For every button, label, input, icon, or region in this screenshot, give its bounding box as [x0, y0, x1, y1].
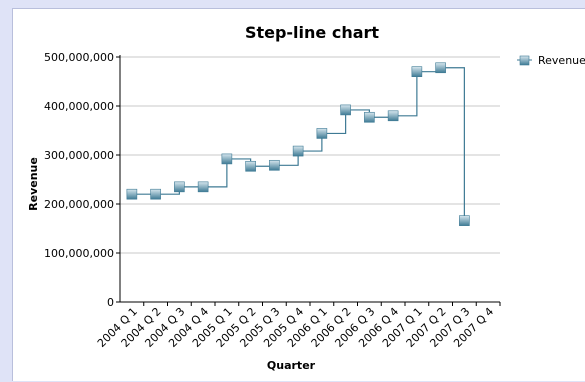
legend-label-revenue: Revenue	[538, 54, 585, 67]
data-point	[459, 215, 470, 226]
y-axis-title: Revenue	[27, 157, 40, 211]
legend-marker	[519, 55, 530, 66]
legend: Revenue	[517, 54, 585, 67]
data-point	[197, 181, 209, 193]
series-line	[131, 67, 465, 221]
data-point	[411, 66, 423, 78]
data-point	[292, 145, 304, 157]
data-point	[364, 111, 375, 123]
data-point	[269, 159, 280, 171]
data-point	[316, 128, 328, 139]
data-point	[126, 188, 138, 200]
data-point	[340, 104, 351, 116]
y-tick-label: 0	[107, 296, 114, 309]
x-axis-title: Quarter	[267, 359, 316, 372]
axes	[116, 55, 501, 306]
series-revenue	[126, 62, 470, 226]
step-line-chart: Step-line chart 0 100,000,000 200,000,000 3…	[27, 23, 585, 372]
y-tick-label: 300,000,000	[44, 149, 114, 162]
y-tick-label: 100,000,000	[44, 247, 114, 260]
data-point	[245, 160, 256, 172]
chart-title: Step-line chart	[245, 23, 379, 42]
y-tick-label: 500,000,000	[44, 51, 114, 64]
y-tick-label: 200,000,000	[44, 198, 114, 211]
data-point	[221, 153, 233, 165]
data-point	[387, 110, 399, 122]
y-tick-labels: 0 100,000,000 200,000,000 300,000,000 400,00…	[44, 51, 114, 309]
data-point	[174, 181, 185, 193]
grid-lines	[120, 56, 500, 254]
data-point	[435, 62, 446, 74]
chart-frame: Step-line chart 0 100,000,000 200,000,000 3…	[12, 8, 585, 381]
y-tick-label: 400,000,000	[44, 100, 114, 113]
data-point	[150, 188, 161, 200]
